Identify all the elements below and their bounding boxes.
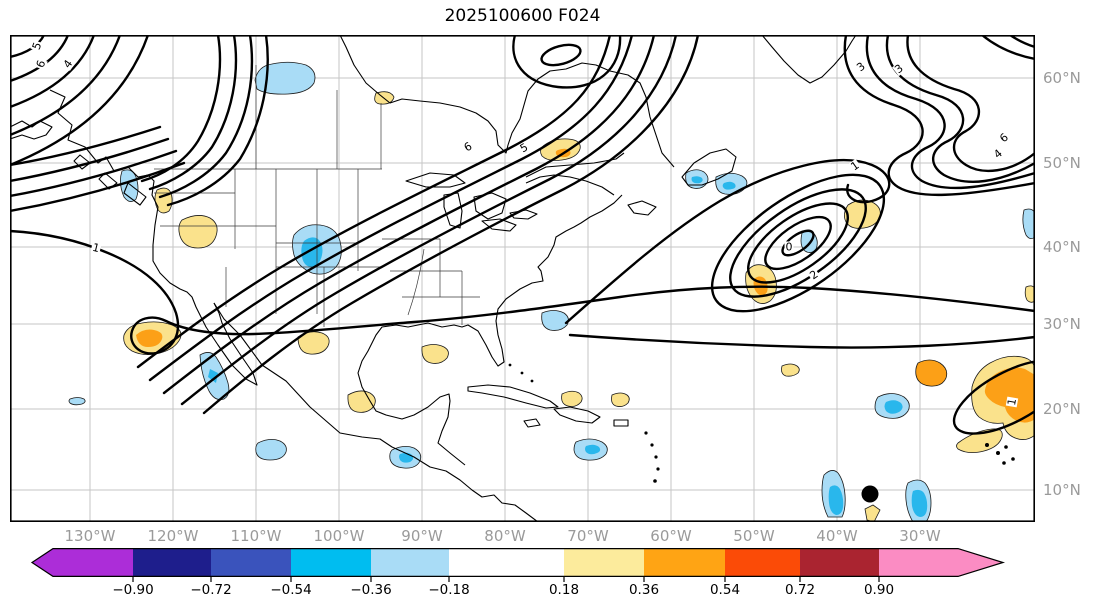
colorbar bbox=[30, 548, 1006, 582]
x-tick-label: 50°W bbox=[733, 527, 775, 545]
island-dots bbox=[508, 363, 1015, 483]
x-tick-label: 40°W bbox=[816, 527, 858, 545]
colorbar-tick-label: −0.90 bbox=[112, 582, 154, 598]
colorbar-segment bbox=[53, 548, 133, 577]
map-frame bbox=[10, 35, 1035, 522]
coastlines bbox=[10, 35, 857, 522]
colorbar-segment bbox=[879, 548, 958, 577]
colorbar-left-arrow bbox=[32, 548, 53, 577]
contour-value-label: 0 bbox=[784, 240, 794, 254]
colorbar-tick-label: −0.72 bbox=[190, 582, 232, 598]
colorbar-right-arrow bbox=[958, 548, 1003, 577]
graticule-gridlines bbox=[10, 35, 1035, 522]
colorbar-outline bbox=[30, 548, 1006, 577]
colorbar-segment bbox=[564, 548, 644, 577]
y-tick-label: 20°N bbox=[1043, 400, 1081, 418]
x-tick-label: 120°W bbox=[147, 527, 199, 545]
colorbar-segment bbox=[291, 548, 371, 577]
y-tick-label: 60°N bbox=[1043, 69, 1081, 87]
figure-title: 2025100600 F024 bbox=[444, 6, 601, 26]
y-tick-label: 30°N bbox=[1043, 315, 1081, 333]
y-tick-label: 50°N bbox=[1043, 154, 1081, 172]
colorbar-segment bbox=[644, 548, 725, 577]
x-tick-label: 130°W bbox=[64, 527, 116, 545]
colorbar-tick-label: 0.36 bbox=[628, 582, 660, 598]
contour-lines bbox=[10, 35, 1035, 435]
colorbar-tick-label: −0.36 bbox=[350, 582, 392, 598]
colorbar-segment bbox=[800, 548, 879, 577]
x-tick-label: 80°W bbox=[484, 527, 526, 545]
x-tick-label: 90°W bbox=[401, 527, 443, 545]
map-canvas bbox=[10, 35, 1035, 522]
x-tick-label: 100°W bbox=[313, 527, 365, 545]
colorbar-tick-label: 0.18 bbox=[548, 582, 580, 598]
colorbar-tick-label: −0.18 bbox=[428, 582, 470, 598]
colorbar-segment bbox=[211, 548, 291, 577]
storm-marker bbox=[861, 485, 879, 503]
colorbar-segment bbox=[725, 548, 800, 577]
anomaly-shading bbox=[68, 61, 1035, 522]
y-tick-label: 10°N bbox=[1043, 481, 1081, 499]
y-tick-label: 40°N bbox=[1043, 238, 1081, 256]
state-borders bbox=[154, 65, 480, 327]
x-tick-label: 60°W bbox=[650, 527, 692, 545]
contour-value-label: 1 bbox=[1004, 396, 1020, 408]
colorbar-segment bbox=[449, 548, 564, 577]
x-tick-label: 70°W bbox=[567, 527, 609, 545]
x-tick-label: 30°W bbox=[899, 527, 941, 545]
colorbar-tick-label: −0.54 bbox=[270, 582, 312, 598]
colorbar-segment bbox=[371, 548, 449, 577]
colorbar-tick-label: 0.90 bbox=[863, 582, 895, 598]
colorbar-tick-label: 0.54 bbox=[709, 582, 741, 598]
colorbar-segment bbox=[133, 548, 211, 577]
x-tick-label: 110°W bbox=[230, 527, 282, 545]
colorbar-tick-label: 0.72 bbox=[784, 582, 816, 598]
